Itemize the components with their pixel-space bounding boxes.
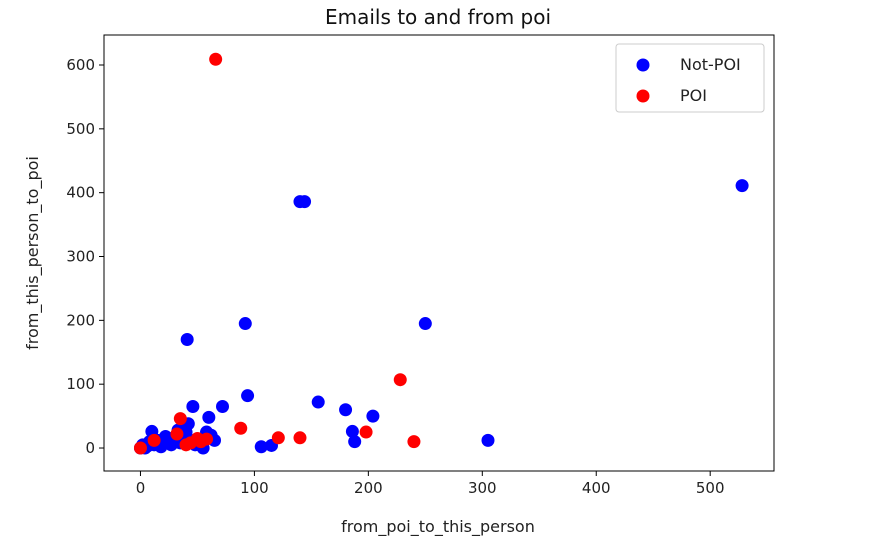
x-axis-ticks: 0 100 200 300 400 500 <box>136 471 725 497</box>
data-point-poi <box>271 431 285 445</box>
data-point-poi <box>147 433 161 447</box>
data-point-not-poi <box>180 332 194 346</box>
y-axis-ticks: 0 100 200 300 400 500 600 <box>66 56 104 457</box>
x-tick-label: 500 <box>696 479 725 497</box>
data-point-not-poi <box>254 440 268 454</box>
data-point-not-poi <box>735 179 749 193</box>
x-axis-label: from_poi_to_this_person <box>341 517 535 537</box>
data-point-not-poi <box>481 433 495 447</box>
data-point-not-poi <box>216 400 230 414</box>
data-point-not-poi <box>345 424 359 438</box>
data-point-poi <box>393 373 407 387</box>
x-tick-label: 300 <box>468 479 497 497</box>
legend-marker-not-poi <box>636 58 650 72</box>
data-point-not-poi <box>348 435 362 449</box>
data-point-poi <box>170 427 184 441</box>
legend-marker-poi <box>636 89 650 103</box>
data-point-poi <box>293 431 307 445</box>
x-tick-label: 0 <box>136 479 146 497</box>
y-axis-label: from_this_person_to_poi <box>23 156 43 350</box>
y-tick-label: 600 <box>66 56 95 74</box>
data-point-not-poi <box>202 410 216 424</box>
data-points <box>133 52 749 455</box>
legend-label-not-poi: Not-POI <box>680 55 741 74</box>
plot-frame <box>103 34 775 472</box>
y-tick-label: 500 <box>66 120 95 138</box>
data-point-not-poi <box>311 395 325 409</box>
data-point-poi <box>209 52 223 66</box>
data-point-poi <box>234 421 248 435</box>
data-point-poi <box>133 441 147 455</box>
x-tick-label: 400 <box>582 479 611 497</box>
y-tick-label: 300 <box>66 248 95 266</box>
chart-title: Emails to and from poi <box>325 5 551 29</box>
x-tick-label: 200 <box>354 479 383 497</box>
x-tick-label: 100 <box>240 479 269 497</box>
y-tick-label: 100 <box>66 375 95 393</box>
data-point-not-poi <box>238 317 252 331</box>
legend-label-poi: POI <box>680 86 707 105</box>
data-point-poi <box>359 425 373 439</box>
legend-box <box>615 43 765 113</box>
data-point-not-poi <box>241 389 255 403</box>
data-point-not-poi <box>339 403 353 417</box>
y-tick-label: 200 <box>66 311 95 329</box>
y-tick-label: 400 <box>66 184 95 202</box>
data-point-poi <box>173 412 187 426</box>
data-point-not-poi <box>366 409 380 423</box>
y-tick-label: 0 <box>85 439 95 457</box>
data-point-poi <box>200 432 214 446</box>
data-point-not-poi <box>418 317 432 331</box>
data-point-not-poi <box>186 400 200 414</box>
legend: Not-POI POI <box>615 43 765 113</box>
data-point-not-poi <box>298 195 312 209</box>
data-point-poi <box>407 435 421 449</box>
